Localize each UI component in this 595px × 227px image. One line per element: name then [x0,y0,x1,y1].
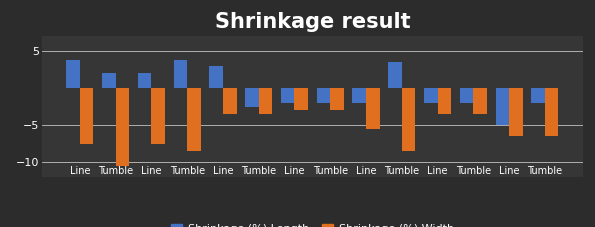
Bar [545,88,559,136]
Bar [496,88,509,125]
Bar [151,88,165,144]
Bar [531,88,545,103]
Legend: Shrinkage (%) Length, Shrinkage (%) Width: Shrinkage (%) Length, Shrinkage (%) Widt… [168,222,456,227]
Bar [317,88,330,103]
Bar [437,88,451,114]
Bar [259,88,273,114]
Bar [115,88,129,166]
Title: Shrinkage result: Shrinkage result [215,12,410,32]
Bar [102,73,115,88]
Bar [509,88,523,136]
Bar [281,88,295,103]
Bar [223,88,237,114]
Bar [402,88,415,151]
Bar [474,88,487,114]
Bar [366,88,380,129]
Bar [424,88,437,103]
Bar [295,88,308,110]
Bar [245,88,259,107]
Bar [66,60,80,88]
Bar [209,66,223,88]
Bar [388,62,402,88]
Bar [330,88,344,110]
Bar [460,88,474,103]
Bar [80,88,93,144]
Bar [352,88,366,103]
Bar [138,73,151,88]
Bar [187,88,201,151]
Bar [174,60,187,88]
